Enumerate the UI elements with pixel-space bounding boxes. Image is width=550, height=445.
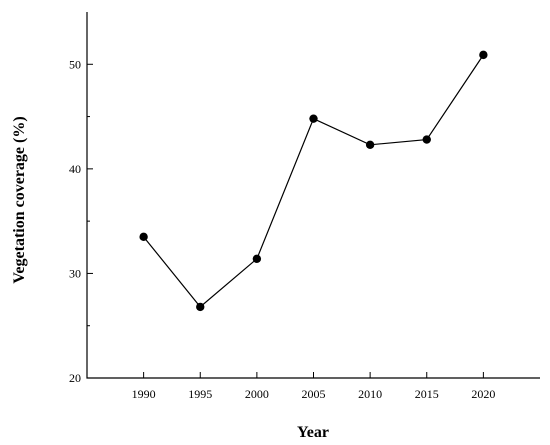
x-tick-label: 2005 [302, 387, 326, 401]
x-tick-label: 2020 [471, 387, 495, 401]
x-axis-ticks: 1990 1995 2000 2005 2010 2015 2020 [132, 372, 495, 401]
data-point [365, 140, 375, 150]
y-tick-label: 40 [69, 162, 81, 176]
data-point [309, 114, 318, 123]
data-point [422, 135, 431, 144]
x-tick-label: 1990 [132, 387, 156, 401]
x-tick-label: 2015 [415, 387, 439, 401]
data-point [196, 302, 205, 312]
y-tick-label: 50 [69, 57, 81, 71]
x-tick-label: 1995 [188, 387, 212, 401]
y-axis-title: Vegetation coverage (%) [11, 116, 28, 283]
series-line [143, 54, 484, 308]
data-point [252, 254, 262, 263]
data-point [139, 232, 148, 242]
x-axis-title: Year [297, 424, 329, 441]
axis-frame [86, 12, 540, 379]
x-tick-label: 2000 [245, 387, 269, 401]
y-axis-ticks: 20 30 40 50 [69, 57, 93, 385]
x-tick-label: 2010 [358, 387, 382, 401]
axes [86, 12, 540, 379]
y-tick-label: 30 [69, 266, 81, 280]
series-group [139, 50, 488, 312]
y-tick-label: 20 [69, 371, 81, 385]
data-point [479, 50, 488, 60]
